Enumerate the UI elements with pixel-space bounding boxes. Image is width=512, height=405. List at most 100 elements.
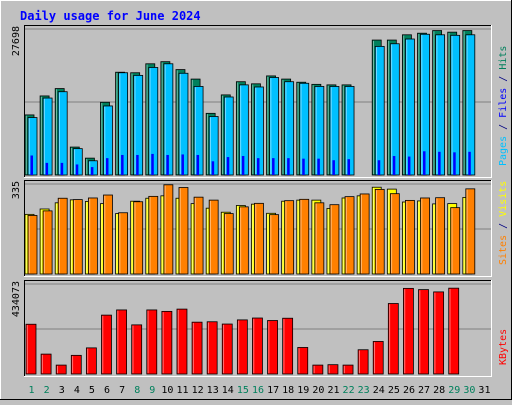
x-tick-label-day-8: 8 (134, 385, 140, 396)
bar-pages-day-12 (196, 154, 200, 175)
bar-pages-day-6 (105, 158, 109, 175)
x-tick-label-day-12: 12 (192, 385, 204, 396)
x-tick-label-day-19: 19 (297, 385, 309, 396)
bar-kbytes-day-19 (297, 347, 309, 375)
x-tick-label-day-30: 30 (463, 385, 475, 396)
y-max-label-hits: 27698 (11, 26, 22, 56)
bar-pages-day-19 (302, 158, 305, 175)
bars-visits (24, 184, 476, 275)
bar-kbytes-day-26 (403, 287, 414, 375)
bar-sites-day-17 (269, 214, 279, 275)
bar-sites-day-1 (27, 215, 38, 275)
x-tick-label-day-17: 17 (267, 385, 279, 396)
bar-pages-day-26 (407, 156, 411, 175)
y-max-label-visits: 335 (11, 181, 22, 199)
bar-sites-day-20 (314, 202, 325, 275)
panel-visits: 335 Sites / Visits (11, 180, 509, 277)
bar-kbytes-day-8 (131, 324, 143, 375)
bar-kbytes-day-14 (221, 323, 233, 375)
bar-sites-day-3 (57, 197, 68, 275)
bar-pages-day-22 (347, 159, 351, 175)
y-axis-title-part: / (498, 118, 509, 136)
y-axis-title-visits: Sites / Visits (498, 181, 509, 265)
x-tick-label-day-14: 14 (222, 385, 234, 396)
bar-kbytes-day-28 (433, 291, 445, 375)
bar-pages-day-20 (317, 158, 320, 175)
bar-pages-day-4 (75, 164, 79, 175)
x-tick-label-day-6: 6 (104, 385, 110, 396)
bar-kbytes-day-17 (267, 320, 278, 375)
bar-pages-day-29 (453, 152, 456, 175)
bar-sites-day-13 (208, 199, 219, 275)
y-axis-title-part: / (498, 70, 509, 88)
bar-kbytes-day-20 (312, 364, 324, 375)
bar-pages-day-25 (392, 156, 396, 175)
y-axis-title-part: / (498, 217, 509, 235)
bar-sites-day-22 (344, 196, 355, 275)
bar-sites-day-19 (299, 198, 310, 275)
x-tick-label-day-3: 3 (59, 385, 65, 396)
x-tick-label-day-13: 13 (207, 385, 219, 396)
x-tick-label-day-9: 9 (149, 385, 155, 396)
bar-pages-day-5 (90, 167, 94, 175)
bar-sites-day-10 (163, 184, 174, 275)
bar-sites-day-24 (374, 188, 385, 275)
panel-kbytes: 434073 KBytes (11, 280, 509, 377)
x-tick-label-day-1: 1 (29, 385, 35, 396)
bar-sites-day-28 (435, 197, 446, 275)
x-tick-label-day-31: 31 (478, 385, 490, 396)
bar-kbytes-day-25 (387, 303, 399, 375)
x-tick-label-day-20: 20 (312, 385, 324, 396)
bar-pages-day-10 (166, 154, 169, 175)
bar-kbytes-day-10 (161, 310, 173, 375)
bar-pages-day-7 (121, 154, 124, 175)
y-axis-title-part: Hits (498, 46, 509, 70)
x-axis-labels: 1 2 3 4 5 6 7 8 9 10 11 12 13 14 15 16 17 18 19 20 21 22 23 24 2… (29, 385, 491, 396)
x-tick-label-day-24: 24 (373, 385, 385, 396)
bars-kbytes (25, 287, 460, 375)
bar-pages-day-17 (272, 158, 275, 175)
bar-kbytes-day-6 (101, 314, 112, 375)
x-tick-label-day-29: 29 (448, 385, 460, 396)
x-tick-label-day-15: 15 (237, 385, 249, 396)
bar-pages-day-16 (256, 158, 260, 175)
bar-kbytes-day-9 (146, 309, 158, 375)
bar-kbytes-day-22 (342, 364, 354, 375)
bar-sites-day-8 (133, 201, 144, 275)
bar-files-day-25 (389, 43, 400, 176)
y-axis-title-part: Pages (498, 136, 509, 166)
bar-sites-day-12 (193, 196, 204, 275)
y-axis-title-part: KBytes (498, 329, 509, 365)
chart-title: Daily usage for June 2024 (20, 9, 201, 23)
bar-pages-day-24 (377, 160, 381, 175)
bar-files-day-3 (57, 91, 68, 176)
x-tick-label-day-25: 25 (388, 385, 400, 396)
x-tick-label-day-2: 2 (44, 385, 50, 396)
bar-pages-day-8 (136, 154, 139, 175)
bars-hits (24, 30, 476, 176)
bar-sites-day-25 (389, 193, 400, 275)
y-max-label-kbytes: 434073 (11, 281, 22, 317)
x-tick-label-day-18: 18 (282, 385, 294, 396)
bar-kbytes-day-3 (55, 364, 67, 375)
bar-sites-day-18 (284, 200, 295, 275)
x-tick-label-day-5: 5 (89, 385, 95, 396)
bar-sites-day-21 (329, 204, 340, 275)
x-tick-label-day-4: 4 (74, 385, 80, 396)
bar-kbytes-day-16 (252, 317, 263, 375)
bar-sites-day-14 (223, 213, 234, 275)
bar-files-day-26 (405, 38, 415, 176)
x-tick-label-day-21: 21 (327, 385, 339, 396)
x-tick-label-day-10: 10 (161, 385, 173, 396)
bar-kbytes-day-11 (176, 308, 188, 375)
x-tick-label-day-11: 11 (176, 385, 188, 396)
bar-pages-day-30 (468, 151, 471, 175)
x-tick-label-day-16: 16 (252, 385, 264, 396)
bar-sites-day-7 (118, 212, 128, 275)
bar-sites-day-6 (103, 194, 113, 275)
bar-kbytes-day-4 (70, 354, 82, 375)
bar-pages-day-21 (332, 160, 335, 175)
bar-sites-day-11 (178, 187, 189, 275)
bar-pages-day-14 (226, 157, 230, 175)
